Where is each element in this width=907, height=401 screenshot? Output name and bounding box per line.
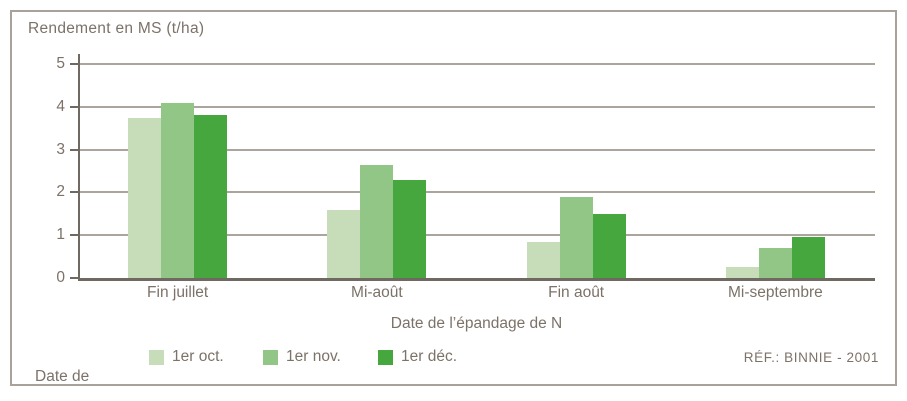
x-category-label-1: Mi-août bbox=[351, 284, 403, 301]
bar-1-series-0 bbox=[327, 209, 361, 278]
y-tick-0 bbox=[70, 277, 78, 279]
gridline-y1 bbox=[78, 234, 875, 237]
bar-group-3 bbox=[676, 64, 875, 278]
y-tick-label-0: 0 bbox=[56, 269, 65, 286]
chart-title: Rendement en MS (t/ha) bbox=[28, 20, 205, 37]
bar-2-series-1 bbox=[559, 196, 593, 278]
bar-1-series-1 bbox=[360, 164, 394, 278]
bar-3-series-0 bbox=[725, 267, 759, 278]
reference-text: RÉF.: BINNIE - 2001 bbox=[743, 350, 879, 365]
bar-0-series-1 bbox=[161, 102, 195, 278]
y-tick-label-1: 1 bbox=[56, 226, 65, 244]
x-category-label-2: Fin août bbox=[548, 284, 605, 301]
legend-title-line1: Date de bbox=[35, 368, 90, 385]
legend-title: Date de récolte : bbox=[35, 345, 90, 401]
bar-group-1 bbox=[277, 64, 476, 278]
legend-swatch-2 bbox=[378, 349, 393, 365]
bar-0-series-0 bbox=[128, 117, 162, 278]
legend-label-0: 1er oct. bbox=[172, 348, 224, 365]
y-tick-4 bbox=[70, 105, 78, 108]
bar-group-2 bbox=[477, 64, 676, 278]
y-tick-label-2: 2 bbox=[56, 183, 65, 201]
gridline-y3 bbox=[78, 148, 875, 151]
bar-2-series-2 bbox=[592, 213, 626, 278]
gridline-y4 bbox=[78, 105, 875, 108]
y-tick-label-4: 4 bbox=[56, 97, 65, 115]
bar-0-series-2 bbox=[194, 115, 228, 278]
x-category-label-3: Mi-septembre bbox=[728, 284, 823, 301]
bar-1-series-2 bbox=[393, 179, 427, 278]
legend-item-0: 1er oct. bbox=[149, 348, 224, 366]
chart-frame: Rendement en MS (t/ha) 0 1 2 3 4 5 Fin juille… bbox=[10, 10, 897, 386]
gridline-y5 bbox=[78, 63, 875, 65]
y-tick-3 bbox=[70, 148, 78, 151]
bar-2-series-0 bbox=[526, 241, 560, 278]
y-tick-label-5: 5 bbox=[56, 55, 65, 72]
plot-area: 0 1 2 3 4 5 bbox=[56, 54, 875, 286]
y-axis-line bbox=[78, 54, 80, 278]
y-tick-2 bbox=[70, 191, 78, 194]
x-category-row: Fin juillet Mi-août Fin août Mi-septembre bbox=[78, 284, 875, 302]
bars-row bbox=[78, 64, 875, 278]
bar-3-series-2 bbox=[791, 237, 825, 278]
y-tick-5 bbox=[70, 63, 78, 65]
legend-label-2: 1er déc. bbox=[401, 348, 458, 365]
legend-swatch-1 bbox=[263, 349, 278, 365]
legend-item-2: 1er déc. bbox=[378, 348, 457, 366]
gridline-y2 bbox=[78, 191, 875, 194]
legend-item-1: 1er nov. bbox=[263, 348, 341, 366]
x-axis-title: Date de l’épandage de N bbox=[390, 315, 563, 332]
bar-3-series-1 bbox=[758, 248, 792, 278]
legend-swatch-0 bbox=[149, 349, 164, 365]
y-tick-1 bbox=[70, 234, 78, 237]
bar-group-0 bbox=[78, 64, 277, 278]
x-category-label-0: Fin juillet bbox=[147, 284, 209, 301]
y-tick-label-3: 3 bbox=[56, 140, 65, 158]
legend-label-1: 1er nov. bbox=[286, 348, 341, 365]
